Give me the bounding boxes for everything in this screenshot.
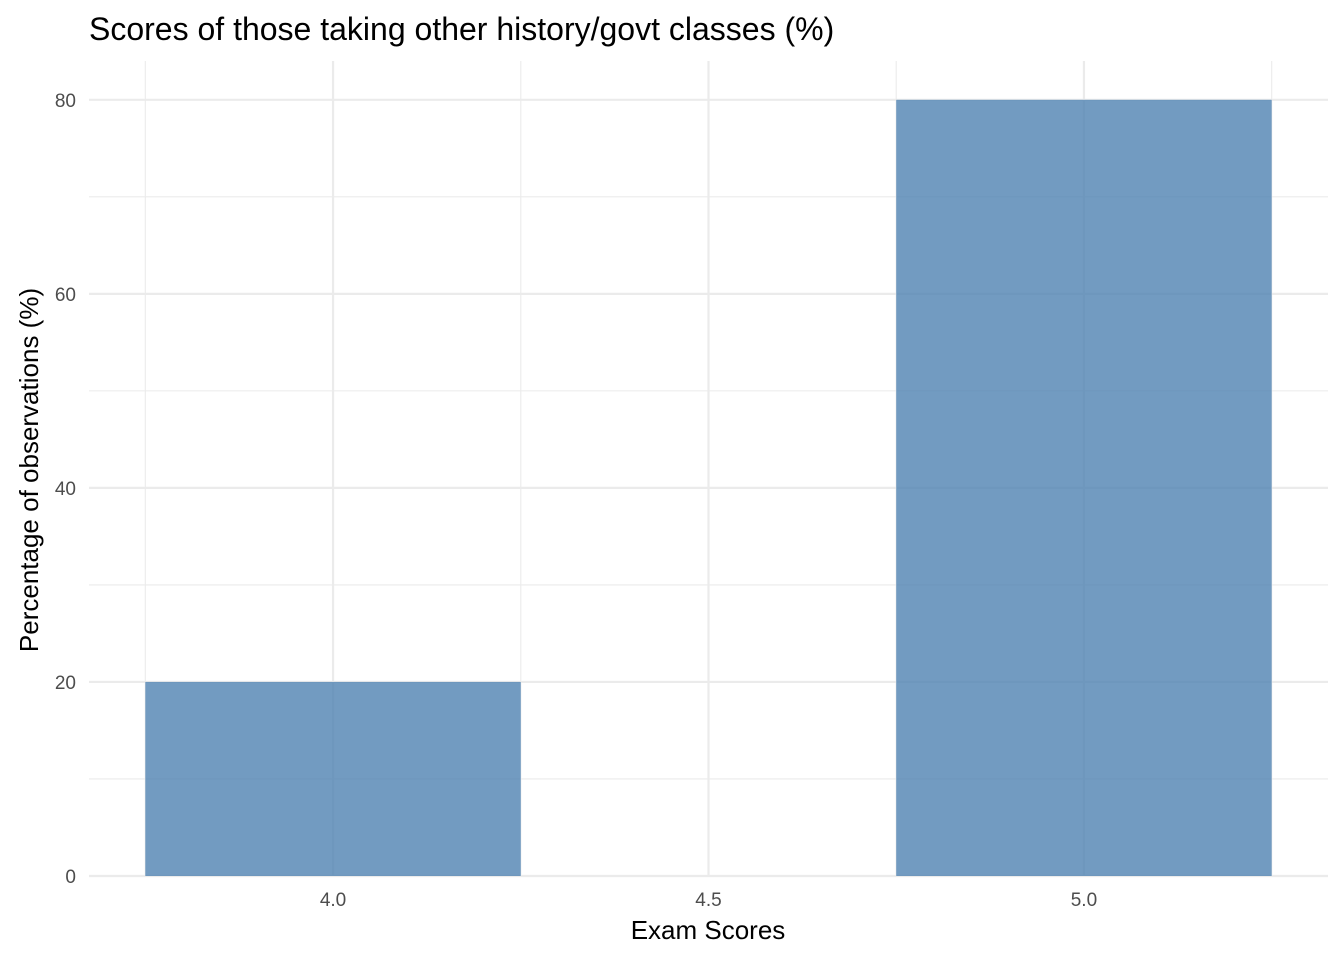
chart-title: Scores of those taking other history/gov…: [89, 11, 834, 47]
y-tick-label: 40: [55, 479, 76, 500]
y-axis-ticks: 0 20 40 60 80: [55, 91, 76, 888]
x-axis-title: Exam Scores: [631, 915, 786, 945]
x-tick-label: 4.0: [320, 890, 346, 911]
bars: [145, 99, 1272, 877]
bar-score-4: [145, 681, 521, 876]
x-tick-label: 5.0: [1071, 890, 1097, 911]
y-tick-label: 0: [65, 867, 76, 888]
x-axis-ticks: 4.0 4.5 5.0: [320, 890, 1097, 911]
y-axis-title: Percentage of observations (%): [14, 288, 44, 652]
bar-score-5: [896, 99, 1272, 877]
y-tick-label: 20: [55, 673, 76, 694]
y-tick-label: 80: [55, 91, 76, 112]
y-tick-label: 60: [55, 285, 76, 306]
x-tick-label: 4.5: [695, 890, 721, 911]
